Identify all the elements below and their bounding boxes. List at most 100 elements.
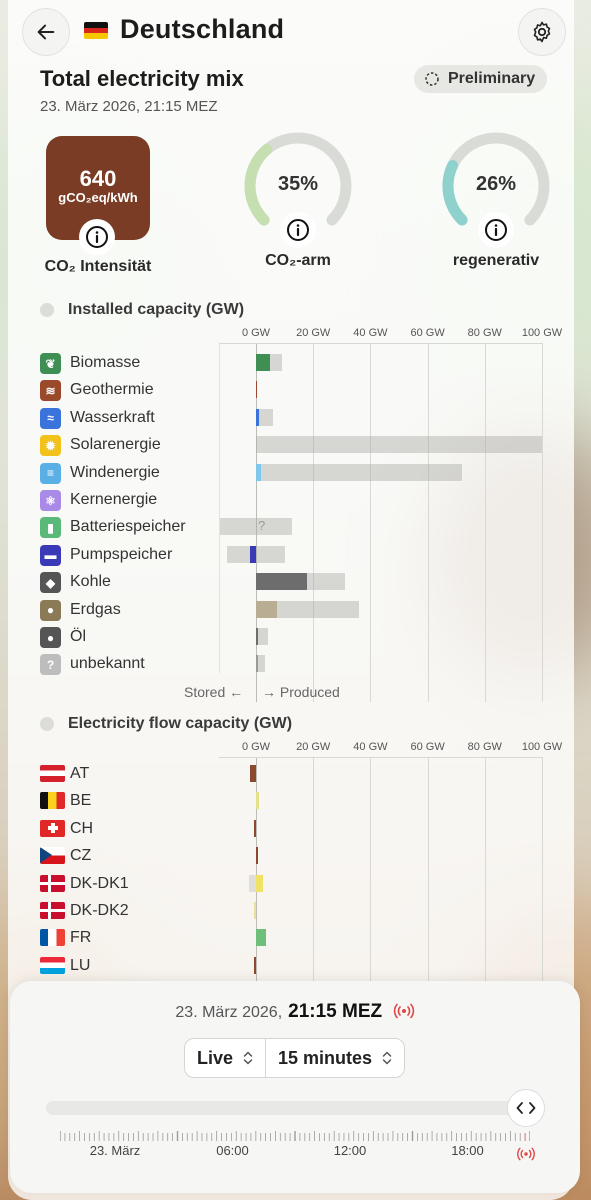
gridline	[427, 757, 429, 985]
gridline	[427, 343, 429, 702]
gridline	[370, 343, 372, 702]
time-controller: 23. März 2026, 21:15 MEZ Live 15 minutes …	[10, 981, 580, 1193]
capacity-bar	[256, 463, 462, 481]
renewable-label: regenerativ	[452, 252, 540, 269]
capacity-bar	[256, 436, 542, 454]
gridline	[542, 757, 543, 985]
capacity-bar	[256, 408, 274, 426]
axis-tick-label: 80 GW	[467, 327, 502, 339]
country-label: LU	[70, 956, 91, 974]
gear-icon	[533, 21, 551, 43]
time-tick-label: 18:00	[451, 1143, 484, 1158]
source-label: unbekannt	[70, 655, 145, 673]
stored-capacity-bar	[220, 518, 256, 536]
produced-bar	[256, 354, 270, 371]
flow-capacity-title: Electricity flow capacity (GW)	[68, 715, 293, 732]
time-tick-label: 23. März	[89, 1143, 141, 1158]
source-label: Biomasse	[70, 354, 141, 371]
flag-at-icon	[40, 765, 65, 782]
badge-label: Preliminary	[448, 70, 536, 87]
code-arrows-icon	[516, 1102, 536, 1114]
capacity-bar	[256, 628, 268, 645]
mode-select[interactable]: Live	[185, 1039, 265, 1077]
co2-info-button[interactable]	[79, 219, 115, 255]
page-title: Deutschland	[120, 14, 285, 44]
low-carbon-label: CO₂-arm	[265, 252, 331, 269]
mix-date: 23. März 2026, 21:15 MEZ	[40, 98, 218, 115]
produced-bar	[256, 573, 308, 591]
axis-tick-label: 40 GW	[353, 327, 388, 339]
interval-select[interactable]: 15 minutes	[265, 1039, 404, 1077]
preliminary-badge[interactable]: Preliminary	[414, 65, 548, 93]
source-label: Kohle	[70, 573, 111, 591]
country-label: CH	[70, 819, 94, 837]
source-label: Wasserkraft	[70, 408, 155, 426]
capacity-bar	[256, 600, 359, 618]
installed-capacity-title: Installed capacity (GW)	[68, 301, 245, 318]
produced-bar	[256, 655, 258, 673]
flow-bar	[253, 819, 256, 837]
axis-tick-label: 100 GW	[521, 741, 563, 753]
axis-tick-label: 60 GW	[410, 327, 445, 339]
time-slider-track[interactable]	[46, 1101, 520, 1115]
flag-dk-icon	[40, 902, 65, 919]
installed-capacity-header[interactable]: Installed capacity (GW)	[40, 301, 244, 319]
axis-tick-label: 60 GW	[410, 741, 445, 753]
low-carbon-info-button[interactable]	[280, 212, 316, 248]
back-button[interactable]	[22, 8, 70, 56]
chevron-up-down-icon	[243, 1051, 253, 1065]
flag-be-icon	[40, 792, 65, 810]
gridline	[256, 757, 257, 985]
source-label: Pumpspeicher	[70, 545, 173, 563]
flow-capacity-bar	[248, 874, 256, 892]
time-slider-handle[interactable]	[507, 1089, 545, 1127]
produced-bar	[256, 381, 257, 399]
axis-tick-label: 100 GW	[521, 327, 563, 339]
flag-dk-icon	[40, 874, 65, 892]
country-label: FR	[70, 929, 92, 947]
info-icon	[485, 219, 507, 241]
stored-bar	[249, 545, 256, 563]
flag-ch-icon	[40, 819, 65, 837]
flow-bar	[256, 847, 258, 865]
flow-bar	[254, 956, 256, 974]
flow-bar	[256, 792, 259, 810]
gridline	[484, 343, 486, 702]
axis-tick-label: 0 GW	[241, 741, 271, 753]
capacity-bar	[256, 655, 266, 673]
renewable-info-button[interactable]	[478, 212, 514, 248]
stored-legend: Stored ←	[184, 684, 244, 700]
dashed-circle-icon	[425, 72, 439, 86]
gridline	[484, 757, 486, 985]
renewable-gauge	[442, 132, 550, 226]
coal-icon: ◆	[40, 572, 61, 594]
gridline	[313, 343, 315, 702]
source-label: Batteriespeicher	[70, 518, 186, 536]
atom-icon: ⚛	[40, 490, 61, 511]
gridline	[542, 343, 543, 702]
interval-value: 15 minutes	[278, 1047, 373, 1068]
time-selectors: Live 15 minutes	[184, 1038, 406, 1078]
produced-bar	[256, 600, 278, 618]
time-tick-label: 12:00	[333, 1143, 367, 1158]
flow-bar	[253, 902, 256, 919]
low-carbon-gauge	[244, 132, 352, 226]
source-label: Kernenergie	[70, 491, 158, 508]
low-carbon-value: 35%	[277, 173, 319, 195]
chevron-up-down-icon	[382, 1051, 392, 1065]
axis-tick-label: 20 GW	[296, 741, 331, 753]
flow-capacity-header[interactable]: Electricity flow capacity (GW)	[40, 715, 292, 733]
mode-value: Live	[197, 1047, 234, 1068]
leaf-icon: ❦	[40, 353, 61, 374]
axis-tick-label: 80 GW	[467, 741, 502, 753]
stored-axis-line	[219, 343, 220, 673]
axis-tick-label: 20 GW	[296, 327, 331, 339]
mix-title: Total electricity mix	[40, 66, 244, 91]
unknown-value-mark: ?	[258, 518, 266, 534]
time-tick-label: 06:00	[216, 1143, 249, 1158]
flow-bar	[250, 765, 256, 782]
country-label: CZ	[70, 847, 92, 865]
stored-capacity-bar	[227, 545, 256, 563]
co2-value: 640	[79, 166, 117, 191]
settings-button[interactable]	[518, 8, 566, 56]
